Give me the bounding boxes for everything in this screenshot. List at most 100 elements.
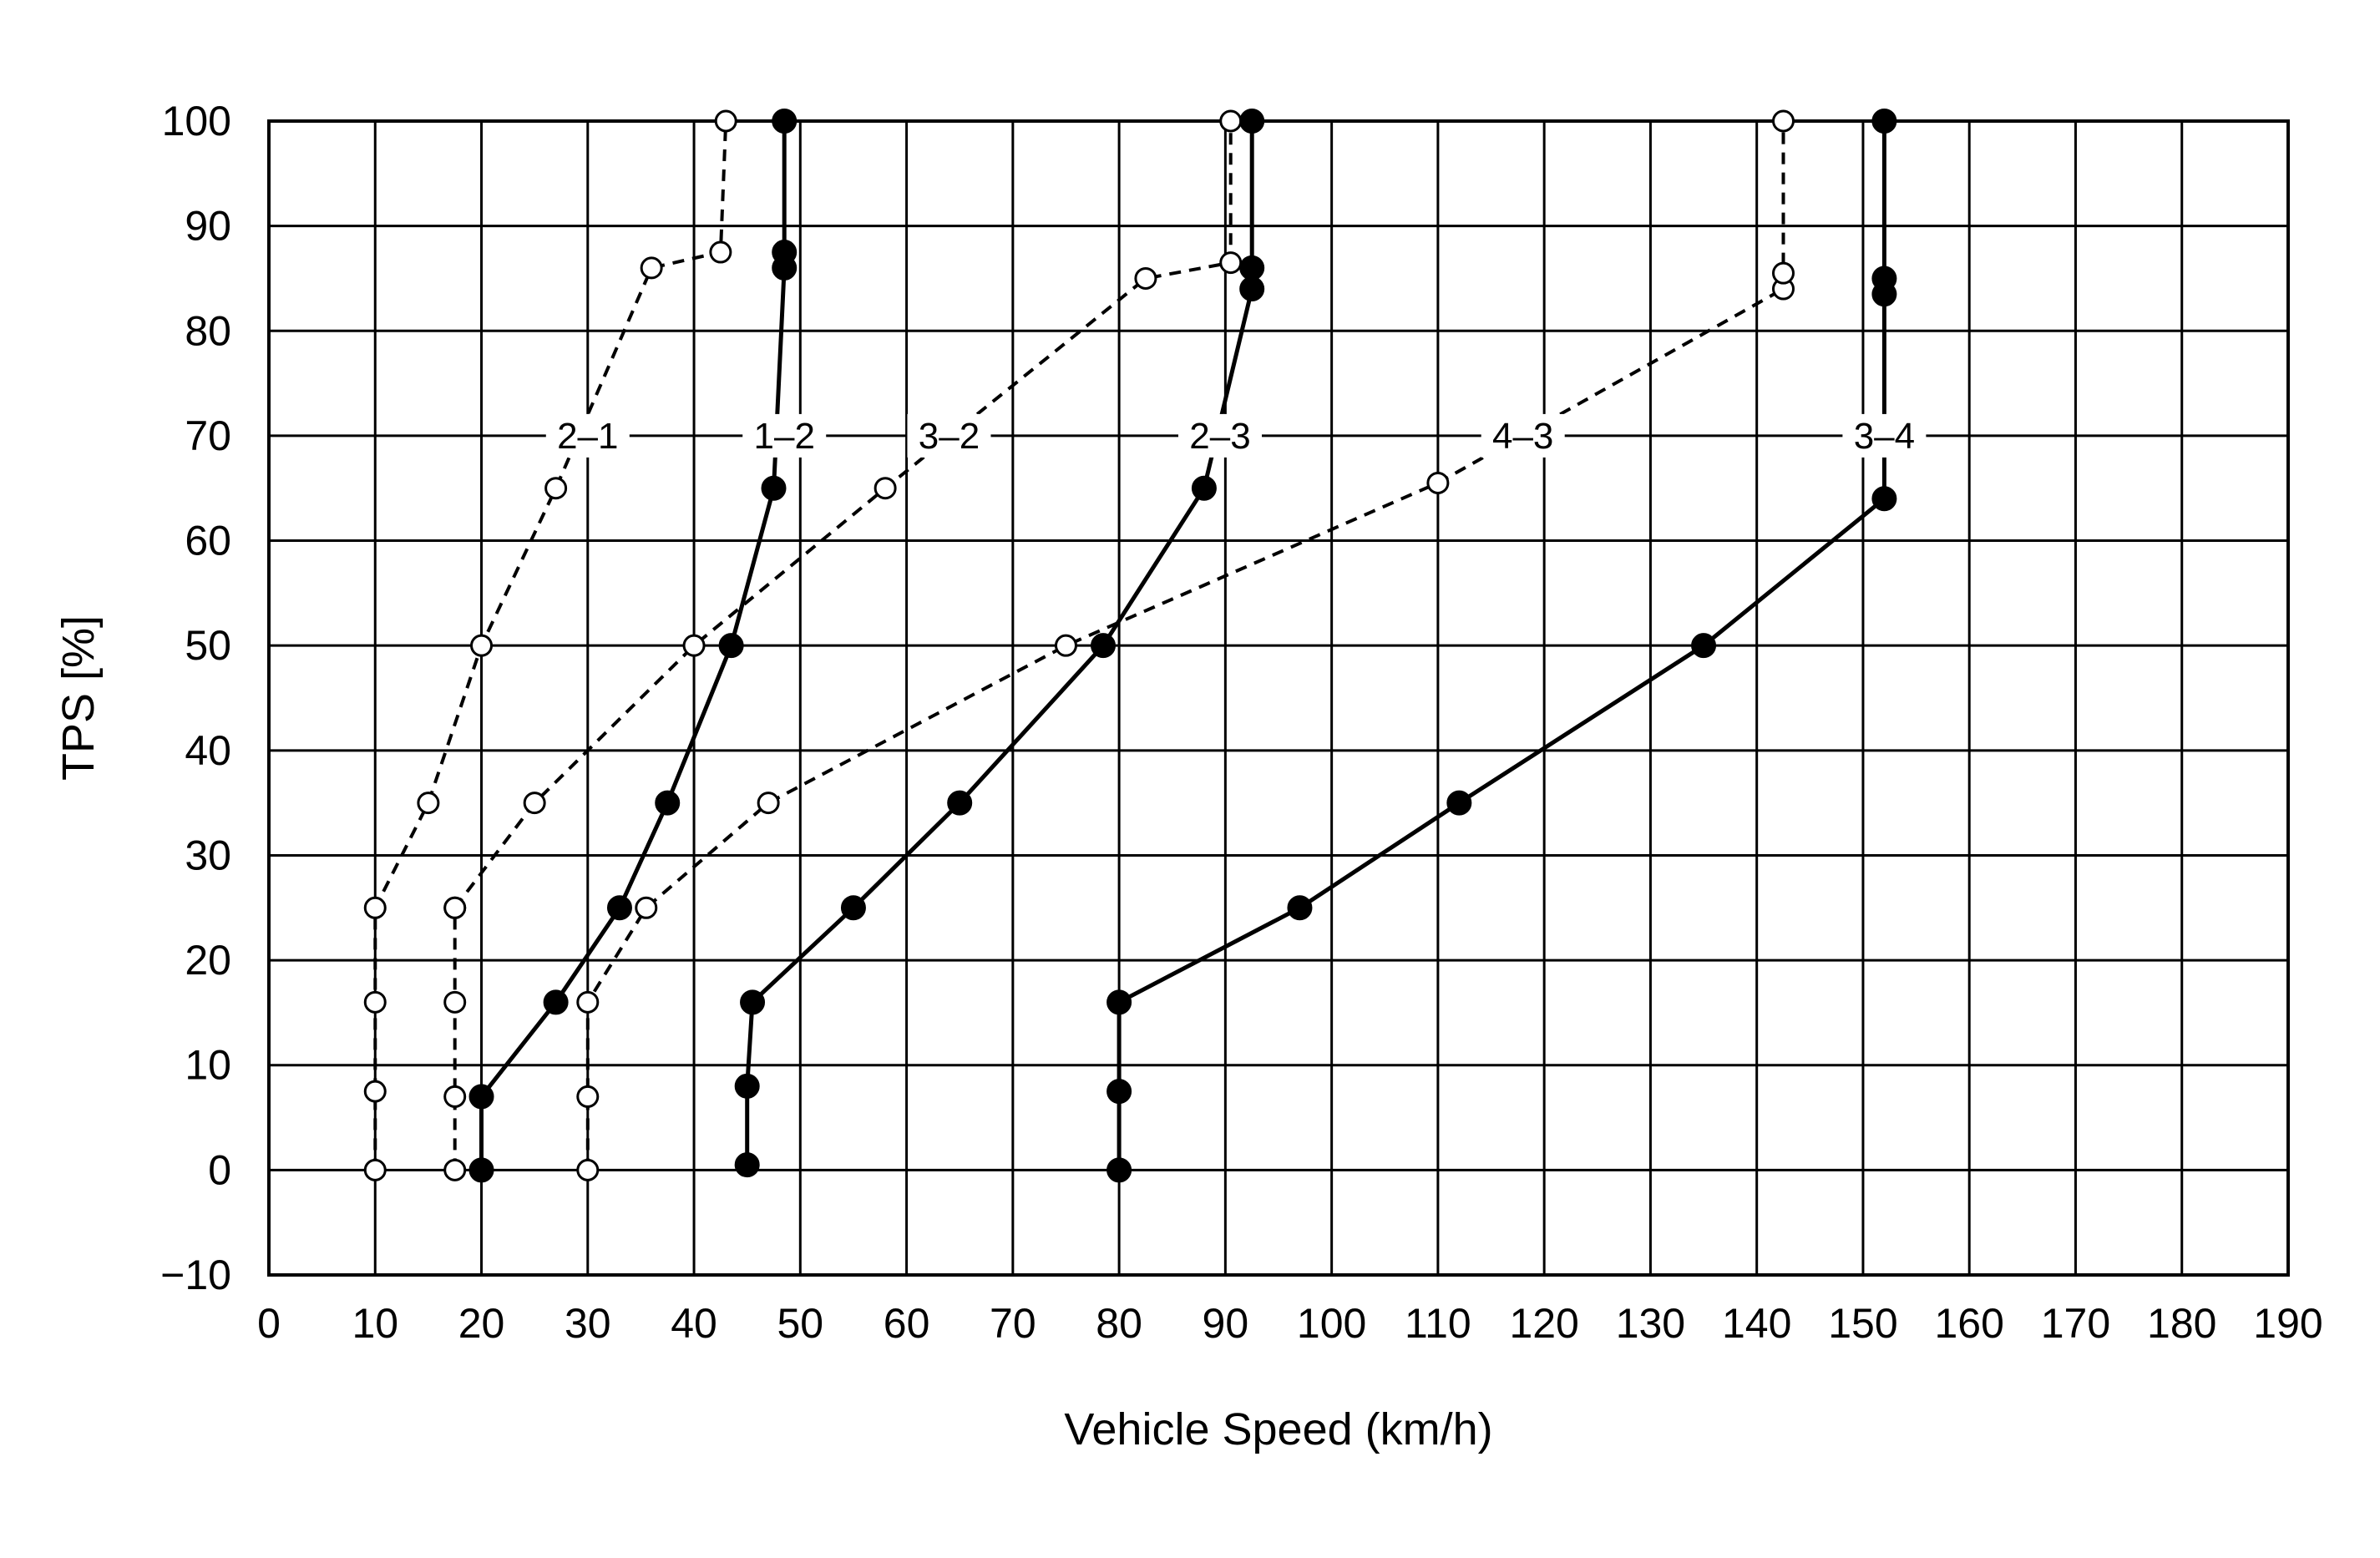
data-point-filled xyxy=(468,1157,494,1183)
x-tick-label: 0 xyxy=(257,1300,281,1347)
data-point-filled xyxy=(606,895,632,921)
data-point-open xyxy=(1054,634,1077,657)
series-3 xyxy=(576,109,1795,1181)
y-axis-ticks: −10 0 10 20 30 40 50 60 70 80 90 100 xyxy=(160,98,231,1298)
curve-label-0: 2–1 xyxy=(545,413,630,458)
y-tick-label: 30 xyxy=(185,832,231,878)
data-point-open xyxy=(1219,109,1243,133)
series-line xyxy=(745,121,1254,1166)
data-point-open xyxy=(1772,261,1795,285)
data-point-filled xyxy=(1871,109,1897,134)
x-tick-label: 190 xyxy=(2253,1300,2322,1347)
curve-label-text: 3–2 xyxy=(919,416,980,457)
data-point-open xyxy=(709,240,732,264)
y-tick-label: −10 xyxy=(160,1252,231,1298)
x-tick-label: 120 xyxy=(1509,1300,1578,1347)
data-point-filled xyxy=(1287,895,1313,921)
y-tick-label: 100 xyxy=(162,98,231,144)
x-tick-label: 60 xyxy=(884,1300,930,1347)
data-point-filled xyxy=(1239,276,1265,302)
series-2 xyxy=(468,109,798,1183)
curve-label-text: 3–4 xyxy=(1854,416,1915,457)
data-point-open xyxy=(470,634,494,657)
curve-label-1: 1–2 xyxy=(742,413,827,458)
data-point-filled xyxy=(1091,633,1117,659)
data-point-filled xyxy=(734,1152,760,1178)
data-point-filled xyxy=(1106,1079,1132,1105)
x-tick-label: 90 xyxy=(1203,1300,1249,1347)
x-tick-label: 80 xyxy=(1096,1300,1142,1347)
y-tick-label: 90 xyxy=(185,203,231,250)
data-point-open xyxy=(417,792,440,815)
data-point-filled xyxy=(761,475,787,501)
data-point-filled xyxy=(1871,266,1897,291)
curve-label-text: 2–1 xyxy=(557,416,618,457)
data-point-open xyxy=(1134,266,1157,290)
data-point-filled xyxy=(740,989,766,1015)
data-point-open xyxy=(363,1158,387,1181)
data-point-filled xyxy=(947,790,973,816)
series-4 xyxy=(443,109,1243,919)
data-point-filled xyxy=(1239,109,1265,134)
data-point-open xyxy=(1772,109,1795,133)
data-point-open xyxy=(443,1158,467,1181)
y-tick-label: 0 xyxy=(208,1146,231,1193)
data-point-filled xyxy=(655,790,681,816)
curve-label-4: 4–3 xyxy=(1481,413,1565,458)
data-point-filled xyxy=(772,240,798,266)
curve-label-bg xyxy=(907,413,991,458)
curve-label-text: 2–3 xyxy=(1189,416,1250,457)
y-tick-label: 70 xyxy=(185,412,231,459)
data-point-open xyxy=(544,477,568,500)
curve-label-bg xyxy=(545,413,630,458)
x-tick-label: 20 xyxy=(458,1300,505,1347)
data-point-open xyxy=(363,1080,387,1103)
y-axis-title: TPS [%] xyxy=(53,615,104,781)
data-point-open xyxy=(576,990,600,1014)
data-point-filled xyxy=(772,109,798,134)
data-point-open xyxy=(363,990,387,1014)
y-tick-label: 10 xyxy=(185,1042,231,1089)
data-point-filled xyxy=(543,989,569,1015)
x-tick-label: 70 xyxy=(990,1300,1036,1347)
curve-label-bg xyxy=(1842,413,1927,458)
x-tick-label: 110 xyxy=(1405,1300,1471,1347)
data-point-filled xyxy=(1239,255,1265,281)
data-point-open xyxy=(576,1085,600,1108)
x-tick-label: 30 xyxy=(565,1300,611,1347)
y-tick-label: 80 xyxy=(185,307,231,354)
data-point-filled xyxy=(1446,790,1472,816)
curve-label-text: 1–2 xyxy=(754,416,815,457)
series-layer xyxy=(363,109,1897,1183)
grid xyxy=(267,119,2290,1277)
curve-label-3: 2–3 xyxy=(1178,413,1263,458)
x-tick-label: 40 xyxy=(671,1300,717,1347)
data-point-open xyxy=(1426,471,1450,494)
data-point-filled xyxy=(840,895,866,921)
series-line xyxy=(373,120,728,1171)
y-tick-label: 40 xyxy=(185,727,231,774)
data-point-open xyxy=(1219,251,1243,275)
data-point-open xyxy=(635,896,658,919)
curve-label-text: 4–3 xyxy=(1492,416,1553,457)
data-point-open xyxy=(443,896,467,919)
curve-label-5: 3–4 xyxy=(1842,413,1927,458)
curve-label-bg xyxy=(742,413,827,458)
x-tick-label: 130 xyxy=(1616,1300,1685,1347)
data-point-filled xyxy=(1191,475,1217,501)
curve-label-layer: 2–1 1–2 3–2 2–3 4–3 3–4 xyxy=(545,413,1927,458)
data-point-filled xyxy=(1691,633,1717,659)
data-point-open xyxy=(714,109,737,133)
data-point-filled xyxy=(718,633,744,659)
data-point-open xyxy=(757,792,780,815)
x-axis-title: Vehicle Speed (km/h) xyxy=(1064,1404,1492,1454)
series-line xyxy=(453,121,1233,909)
series-0 xyxy=(363,109,737,1181)
x-tick-label: 160 xyxy=(1934,1300,2003,1347)
x-tick-label: 10 xyxy=(352,1300,398,1347)
x-axis-ticks: 0 10 20 30 40 50 60 70 80 90 100 110 120 130 140 150 160… xyxy=(257,1300,2323,1347)
data-point-filled xyxy=(1106,1157,1132,1183)
y-tick-label: 50 xyxy=(185,622,231,669)
data-point-filled xyxy=(1871,486,1897,512)
